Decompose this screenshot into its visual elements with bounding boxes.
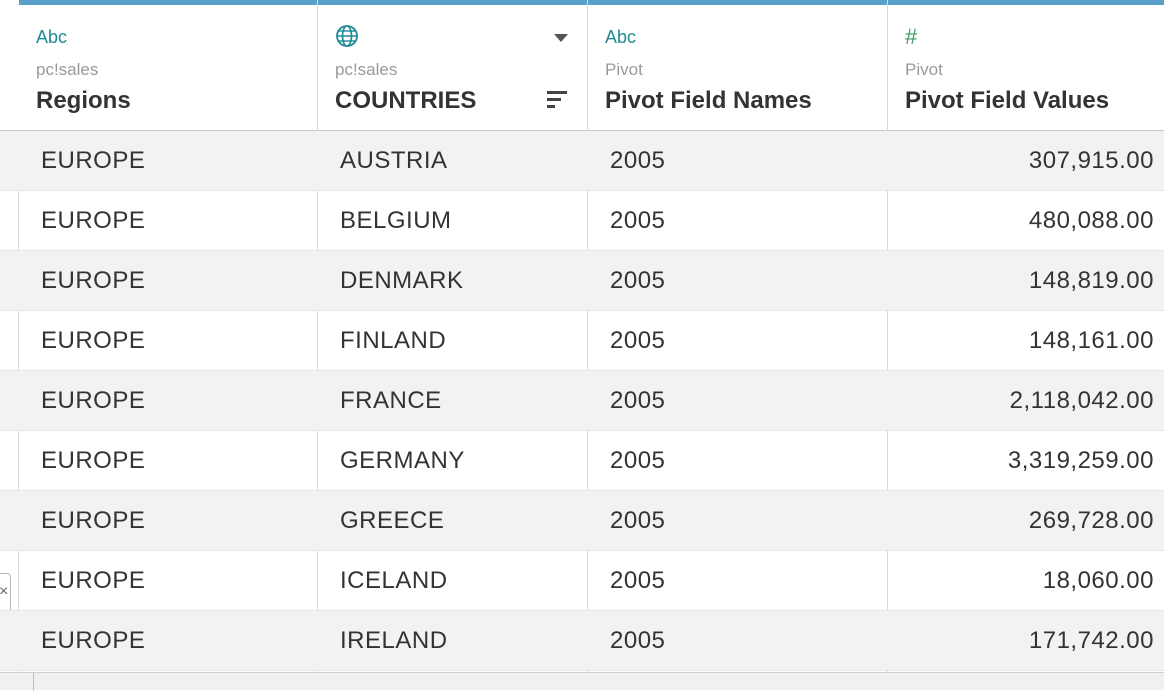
column-divider <box>318 0 588 672</box>
cell-pivot-field-name[interactable]: 2005 <box>610 507 666 534</box>
cell-pivot-field-name[interactable]: 2005 <box>610 327 666 354</box>
column-header-pivot-field-values[interactable]: # Pivot Pivot Field Values <box>888 0 1164 130</box>
table-row[interactable]: EUROPE GREECE 2005 269,728.00 <box>0 491 1164 551</box>
cell-country[interactable]: GERMANY <box>340 447 465 474</box>
column-header-pivot-field-names[interactable]: Abc Pivot Pivot Field Names <box>588 0 888 130</box>
column-source: pc!sales <box>36 60 99 79</box>
row-gutter <box>0 0 19 672</box>
globe-icon[interactable] <box>335 24 359 47</box>
cell-pivot-field-name[interactable]: 2005 <box>610 147 666 174</box>
column-divider <box>19 0 318 672</box>
table-row[interactable]: EUROPE BELGIUM 2005 480,088.00 <box>0 191 1164 251</box>
cell-country[interactable]: AUSTRIA <box>340 147 448 174</box>
table-row[interactable]: EUROPE IRELAND 2005 171,742.00 <box>0 611 1164 671</box>
table-row[interactable]: EUROPE AUSTRIA 2005 307,915.00 <box>0 131 1164 191</box>
cell-region[interactable]: EUROPE <box>41 207 146 234</box>
number-type-icon[interactable]: # <box>905 24 918 49</box>
cell-country[interactable]: FRANCE <box>340 387 442 414</box>
cell-country[interactable]: BELGIUM <box>340 207 452 234</box>
column-name: Pivot Field Names <box>605 87 812 114</box>
cell-pivot-field-name[interactable]: 2005 <box>610 447 666 474</box>
cell-country[interactable]: DENMARK <box>340 267 464 294</box>
cell-region[interactable]: EUROPE <box>41 447 146 474</box>
cell-pivot-field-name[interactable]: 2005 <box>610 207 666 234</box>
table-row[interactable]: EUROPE DENMARK 2005 148,819.00 <box>0 251 1164 311</box>
cell-pivot-field-value[interactable]: 148,161.00 <box>1028 327 1154 354</box>
cell-country[interactable]: FINLAND <box>340 327 447 354</box>
cell-pivot-field-name[interactable]: 2005 <box>610 567 666 594</box>
column-name: Pivot Field Values <box>905 87 1110 114</box>
cell-region[interactable]: EUROPE <box>41 627 146 654</box>
cell-pivot-field-value[interactable]: 171,742.00 <box>1028 627 1154 654</box>
data-grid: Abc pc!sales Regions pc!sales COUNTRIES <box>0 0 1164 672</box>
cell-country[interactable]: ICELAND <box>340 567 448 594</box>
cell-country[interactable]: GREECE <box>340 507 445 534</box>
cell-pivot-field-value[interactable]: 2,118,042.00 <box>1009 387 1154 414</box>
table-row[interactable]: EUROPE GERMANY 2005 3,319,259.00 <box>0 431 1164 491</box>
column-source: Pivot <box>605 60 643 79</box>
cell-country[interactable]: IRELAND <box>340 627 448 654</box>
cell-region[interactable]: EUROPE <box>41 147 146 174</box>
cell-pivot-field-value[interactable]: 269,728.00 <box>1028 507 1154 534</box>
column-divider <box>588 0 888 672</box>
cell-region[interactable]: EUROPE <box>41 327 146 354</box>
cell-region[interactable]: EUROPE <box>41 387 146 414</box>
string-type-icon[interactable]: Abc <box>36 27 68 47</box>
cell-pivot-field-value[interactable]: 148,819.00 <box>1028 267 1154 294</box>
cell-region[interactable]: EUROPE <box>41 267 146 294</box>
string-type-icon[interactable]: Abc <box>605 27 637 47</box>
table-row[interactable]: EUROPE ICELAND 2005 18,060.00 <box>0 551 1164 611</box>
cell-pivot-field-value[interactable]: 307,915.00 <box>1028 147 1154 174</box>
cell-pivot-field-name[interactable]: 2005 <box>610 627 666 654</box>
column-name: COUNTRIES <box>335 87 477 114</box>
sort-icon[interactable] <box>547 91 567 109</box>
table-row[interactable]: EUROPE FRANCE 2005 2,118,042.00 <box>0 371 1164 431</box>
horizontal-scrollbar[interactable] <box>0 672 1164 691</box>
column-source: pc!sales <box>335 60 398 79</box>
cell-pivot-field-value[interactable]: 480,088.00 <box>1028 207 1154 234</box>
chevron-down-icon[interactable] <box>554 34 568 42</box>
column-source: Pivot <box>905 60 943 79</box>
table-row[interactable]: EUROPE FINLAND 2005 148,161.00 <box>0 311 1164 371</box>
cell-pivot-field-value[interactable]: 18,060.00 <box>1042 567 1154 594</box>
cell-pivot-field-name[interactable]: 2005 <box>610 267 666 294</box>
column-name: Regions <box>36 87 131 114</box>
cell-region[interactable]: EUROPE <box>41 567 146 594</box>
cell-pivot-field-value[interactable]: 3,319,259.00 <box>1007 447 1154 474</box>
cell-pivot-field-name[interactable]: 2005 <box>610 387 666 414</box>
cell-region[interactable]: EUROPE <box>41 507 146 534</box>
